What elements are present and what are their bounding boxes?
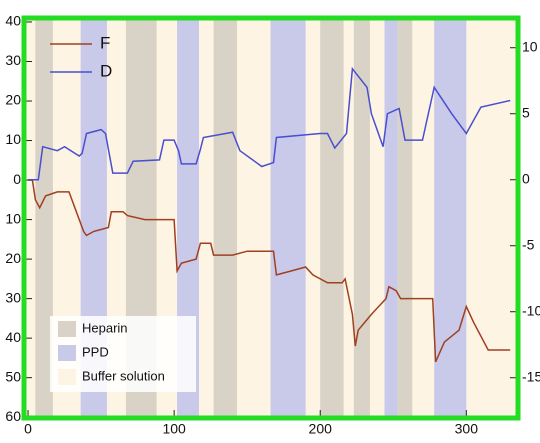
y2-tick-label: 5: [522, 104, 530, 120]
plot-frame: [21, 15, 521, 421]
y-tick-label: 20: [5, 250, 21, 266]
band: [434, 20, 467, 416]
y2-tick-label: 0: [522, 170, 530, 186]
legend-label: D: [100, 61, 112, 80]
band: [213, 20, 237, 416]
band: [397, 20, 413, 416]
y-tick-label: 0: [13, 171, 21, 187]
band: [270, 20, 306, 416]
legend-label: F: [100, 33, 110, 52]
legend-label: Heparin: [82, 320, 128, 335]
x-tick-label: 300: [455, 421, 479, 437]
y-tick-label: 30: [5, 289, 21, 305]
legend-swatch: [58, 345, 76, 361]
legend-label: Buffer solution: [82, 368, 165, 383]
y-tick-label: 40: [5, 329, 21, 345]
band: [320, 20, 344, 416]
y-tick-label: 30: [5, 52, 21, 68]
y-tick-label: 50: [5, 368, 21, 384]
y-tick-label: 40: [5, 13, 21, 29]
y-tick-label: 10: [5, 210, 21, 226]
band: [384, 20, 398, 416]
x-tick-label: 200: [309, 421, 333, 437]
y2-tick-label: -10: [522, 302, 540, 318]
x-tick-label: 100: [162, 421, 186, 437]
y-tick-label: 20: [5, 92, 21, 108]
y2-tick-label: -15: [522, 368, 540, 384]
y2-tick-label: -5: [522, 236, 535, 252]
legend-label: PPD: [82, 344, 109, 359]
line-d: [28, 66, 511, 181]
legend-swatch: [58, 321, 76, 337]
band: [35, 20, 53, 416]
y2-tick-label: 10: [522, 38, 538, 54]
y-tick-label: 60: [5, 408, 21, 424]
line-f: [28, 179, 511, 363]
legend-swatch: [58, 369, 76, 385]
x-tick-label: 0: [24, 421, 32, 437]
band: [353, 20, 370, 416]
y-tick-label: 10: [5, 131, 21, 147]
